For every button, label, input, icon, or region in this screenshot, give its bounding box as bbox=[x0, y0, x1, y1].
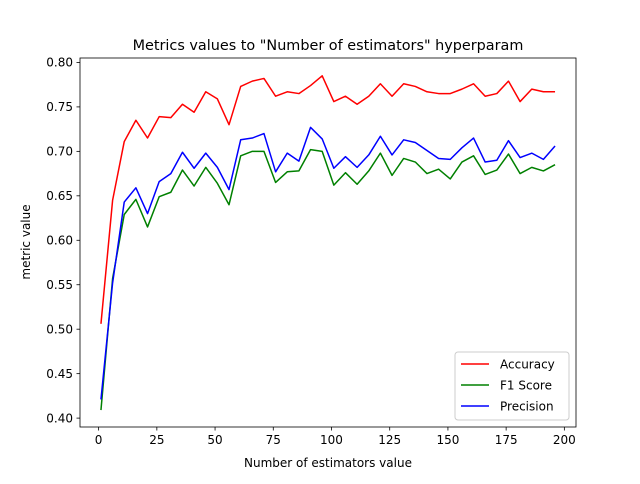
x-tick-label: 75 bbox=[266, 433, 281, 447]
legend-label-f1-score: F1 Score bbox=[500, 378, 552, 392]
x-tick-label: 25 bbox=[149, 433, 164, 447]
chart-title: Metrics values to "Number of estimators"… bbox=[133, 38, 524, 54]
y-tick-label: 0.50 bbox=[46, 322, 73, 336]
y-tick-label: 0.70 bbox=[46, 145, 73, 159]
plot-area-frame bbox=[79, 57, 577, 428]
x-tick-label: 125 bbox=[378, 433, 401, 447]
y-axis: 0.40 0.45 0.50 0.55 0.60 0.65 0.70 0.75 0.80 bbox=[46, 56, 80, 425]
x-tick-label: 0 bbox=[95, 433, 103, 447]
x-tick-label: 150 bbox=[436, 433, 459, 447]
series-line-precision bbox=[100, 126, 556, 400]
x-axis-label: Number of estimators value bbox=[244, 456, 412, 470]
x-tick-label: 200 bbox=[553, 433, 576, 447]
y-tick-label: 0.75 bbox=[46, 100, 73, 114]
x-tick-label: 50 bbox=[207, 433, 222, 447]
legend-box bbox=[454, 351, 570, 421]
x-tick-label: 175 bbox=[495, 433, 518, 447]
series-lines bbox=[100, 75, 556, 411]
y-tick-label: 0.40 bbox=[46, 411, 73, 425]
y-tick-label: 0.80 bbox=[46, 56, 73, 70]
y-tick-label: 0.60 bbox=[46, 234, 73, 248]
legend-label-accuracy: Accuracy bbox=[500, 357, 555, 371]
series-line-f1-score bbox=[100, 148, 556, 411]
legend: Accuracy F1 Score Precision bbox=[454, 351, 570, 421]
x-axis: 0 25 50 75 100 125 150 175 200 bbox=[95, 427, 576, 447]
series-line-accuracy bbox=[100, 75, 556, 324]
legend-label-precision: Precision bbox=[500, 399, 554, 413]
y-tick-label: 0.65 bbox=[46, 189, 73, 203]
x-tick-label: 100 bbox=[320, 433, 343, 447]
y-tick-label: 0.55 bbox=[46, 278, 73, 292]
y-tick-label: 0.45 bbox=[46, 367, 73, 381]
y-axis-label: metric value bbox=[19, 204, 33, 279]
